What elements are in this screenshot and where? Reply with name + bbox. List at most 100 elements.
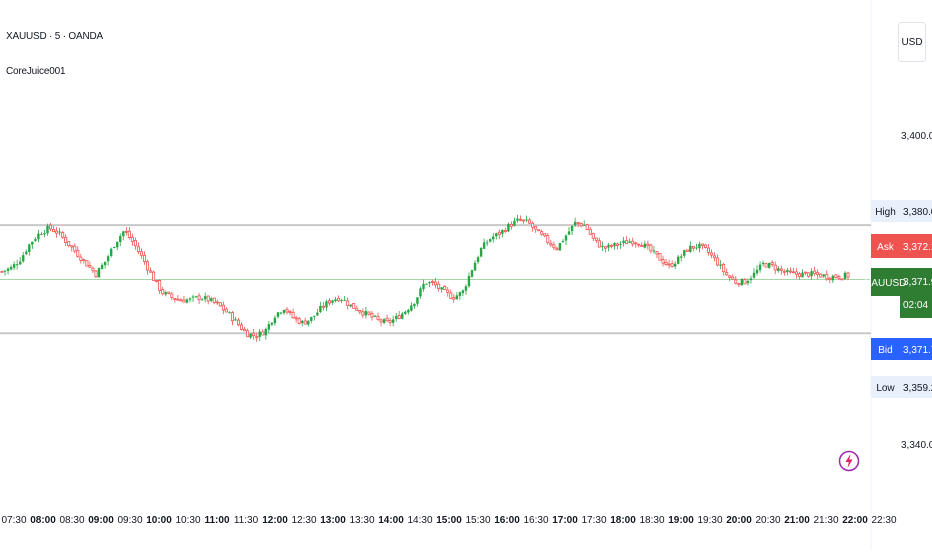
candle-body: [122, 231, 125, 237]
candle-body: [182, 299, 186, 303]
candle-body: [519, 218, 523, 221]
candle-body: [313, 315, 316, 317]
candle-body: [103, 261, 107, 266]
candle-body: [509, 223, 513, 227]
candle-body: [680, 256, 683, 258]
candle-body: [76, 250, 80, 257]
candle-body: [576, 222, 580, 224]
candle-body: [61, 232, 65, 238]
candle-body: [64, 236, 68, 243]
candle-body: [376, 315, 380, 320]
candle-body: [316, 312, 319, 316]
candle-body: [607, 244, 610, 248]
candle-body: [373, 315, 377, 317]
candle-body: [698, 243, 701, 249]
candle-body: [482, 242, 486, 249]
candle-body: [534, 225, 538, 230]
candle-body: [619, 243, 622, 245]
candle-body: [106, 256, 110, 262]
candle-body: [297, 318, 301, 324]
symbol-legend[interactable]: XAUUSD · 5 · OANDA: [6, 31, 103, 42]
candle-body: [497, 231, 501, 236]
candle-body: [837, 276, 841, 279]
candle-body: [37, 233, 40, 240]
candle-body: [355, 307, 359, 311]
candle-body: [501, 230, 504, 234]
candle-body: [628, 241, 631, 243]
candle-body: [764, 263, 768, 268]
candle-body: [210, 298, 213, 301]
candle-body: [25, 251, 28, 255]
candle-body: [582, 224, 586, 226]
candle-body: [152, 271, 156, 281]
candle-body: [240, 324, 244, 330]
candle-body: [522, 219, 526, 222]
x-tick-label: 12:30: [291, 515, 316, 526]
candle-body: [191, 296, 195, 298]
candle-body: [473, 262, 477, 271]
candle-body: [691, 245, 695, 249]
x-tick-label: 09:00: [88, 515, 114, 526]
candle-body: [558, 242, 562, 251]
candle-body: [55, 230, 59, 234]
price-axis[interactable]: 3,400.000 3,340.000: [901, 131, 932, 451]
candle-body: [613, 242, 616, 247]
candle-body: [625, 240, 629, 245]
candle-body: [307, 320, 310, 325]
candle-body: [391, 319, 395, 323]
candle-body: [237, 319, 241, 326]
candle-body: [737, 283, 741, 286]
candle-body: [179, 299, 183, 302]
x-tick-label: 20:30: [755, 515, 780, 526]
candle-body: [67, 241, 71, 246]
candle-body: [255, 336, 259, 339]
candle-body: [597, 240, 601, 248]
candle-body: [676, 256, 680, 264]
candle-body: [773, 264, 777, 271]
candle-body: [52, 229, 56, 233]
x-tick-label: 17:00: [552, 515, 578, 526]
candle-body: [761, 262, 765, 265]
currency-button[interactable]: USD: [898, 22, 926, 62]
candle-body: [710, 252, 714, 256]
candle-body: [358, 310, 362, 313]
candle-body: [100, 264, 104, 269]
candle-body: [794, 271, 798, 275]
price-labels: High 3,380.090 Ask 3,372.170 XAUUSD3,371.950…: [865, 200, 932, 398]
candle-body: [664, 261, 668, 265]
candle-body: [822, 274, 825, 277]
candle-body: [385, 317, 389, 322]
candle-body: [0, 270, 4, 273]
candle-body: [419, 288, 422, 297]
candle-body: [404, 311, 407, 315]
candle-body: [291, 311, 295, 319]
lightning-icon[interactable]: [838, 446, 860, 476]
candle-body: [334, 299, 337, 302]
high-tag-label-bg: [871, 200, 900, 222]
candle-body: [788, 270, 792, 273]
candle-body: [170, 293, 174, 298]
candle-body: [136, 246, 140, 252]
candle-body: [340, 299, 343, 301]
candle-body: [525, 219, 528, 221]
candle-body: [325, 301, 328, 308]
candle-body: [9, 267, 13, 270]
candle-body: [127, 230, 131, 238]
candle-body: [719, 264, 722, 266]
candle-body: [73, 245, 77, 252]
bid-tag-value-bg: [900, 338, 932, 360]
candle-body: [112, 246, 116, 249]
x-tick-label: 18:30: [639, 515, 664, 526]
candle-body: [843, 272, 847, 279]
candle-body: [401, 313, 404, 319]
candle-body: [670, 263, 674, 268]
candle-body: [221, 304, 225, 311]
candle-body: [609, 244, 613, 247]
candle-body: [516, 218, 519, 221]
time-axis[interactable]: 07:30 08:00 08:30 09:00 09:30 10:00 10:30 11:00…: [1, 515, 896, 526]
candle-body: [446, 289, 450, 293]
indicator-legend[interactable]: CoreJuice001: [6, 66, 66, 77]
